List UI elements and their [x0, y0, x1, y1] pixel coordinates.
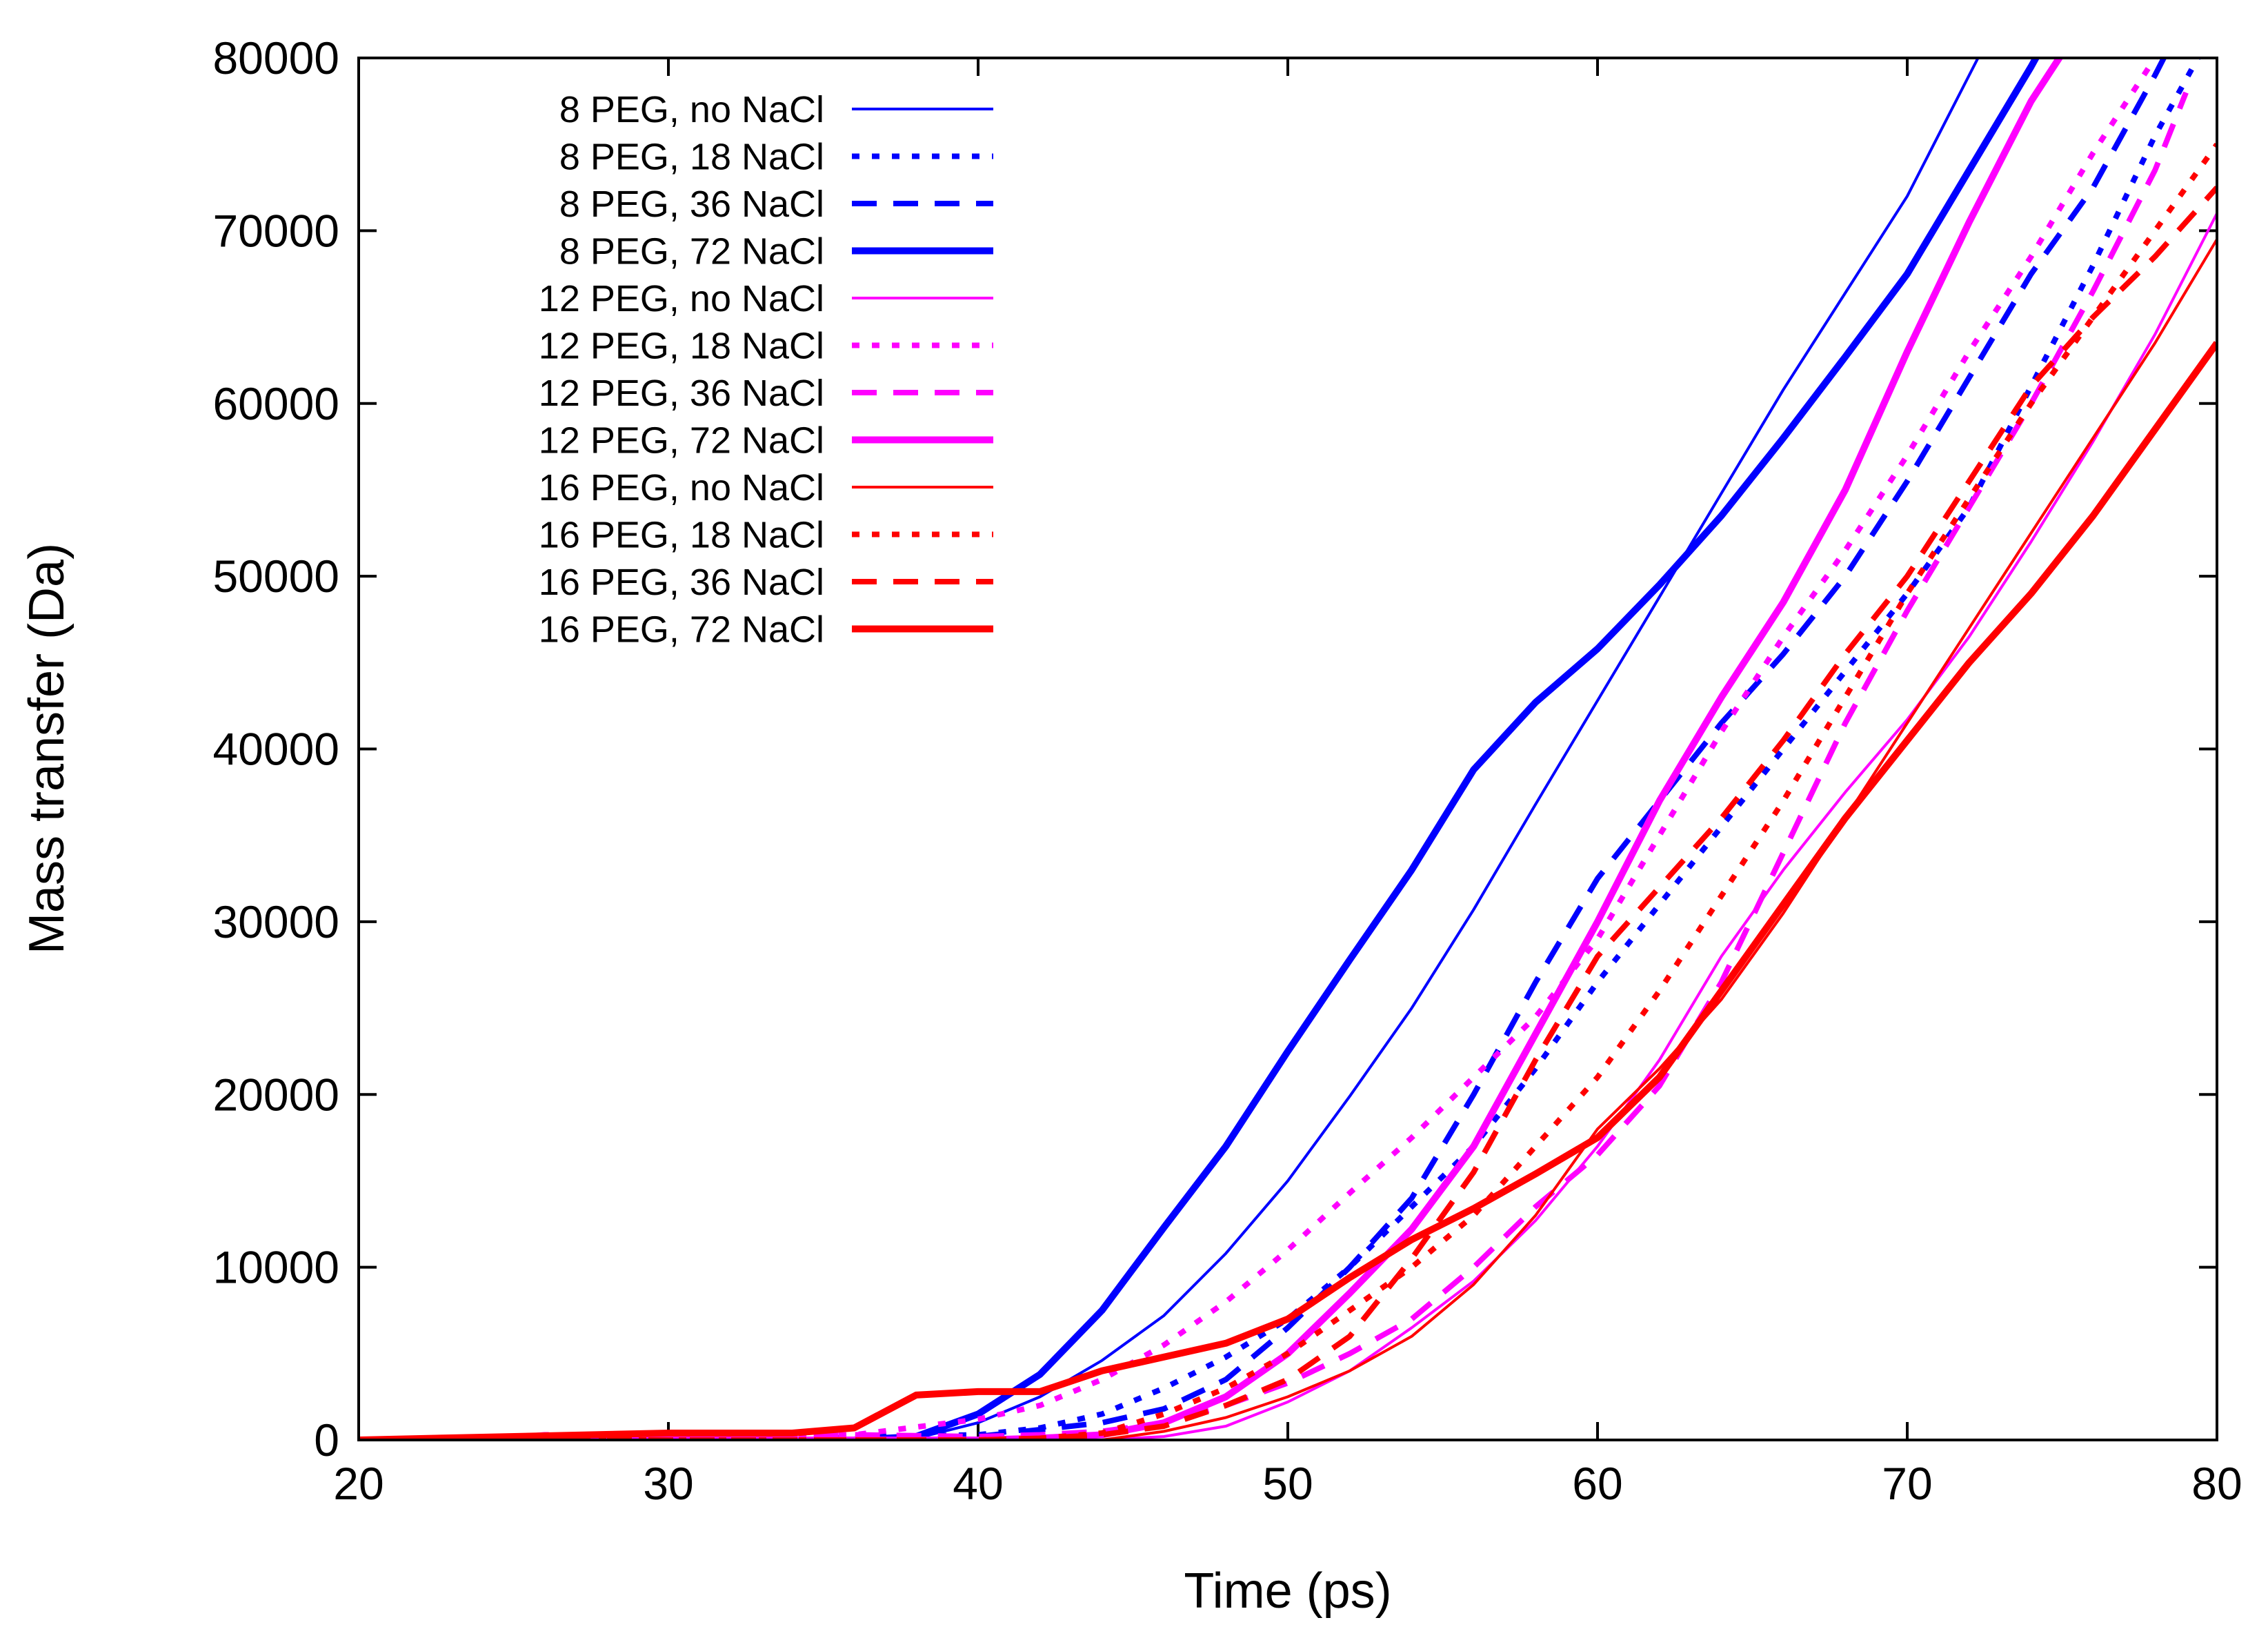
series-line-4 [359, 58, 2040, 1440]
series-line-11 [359, 186, 2217, 1440]
y-tick-label: 40000 [212, 724, 339, 775]
legend-label: 8 PEG, 18 NaCl [559, 137, 824, 178]
legend-label: 16 PEG, 36 NaCl [539, 562, 824, 603]
legend-label: 8 PEG, 36 NaCl [559, 184, 824, 225]
legend-label: 12 PEG, 72 NaCl [539, 420, 824, 462]
y-tick-label: 10000 [212, 1242, 339, 1293]
series-line-12 [359, 341, 2217, 1440]
legend-label: 8 PEG, no NaCl [559, 89, 824, 130]
x-tick-label: 60 [1572, 1458, 1622, 1509]
x-tick-label: 80 [2191, 1458, 2242, 1509]
y-axis-title: Mass transfer (Da) [19, 543, 74, 954]
series-line-6 [359, 58, 2158, 1440]
x-tick-label: 70 [1882, 1458, 1932, 1509]
series-line-9 [359, 238, 2217, 1440]
x-tick-label: 50 [1262, 1458, 1313, 1509]
y-tick-label: 30000 [212, 896, 339, 947]
tick-labels: 20 30 40 50 60 70 80 0 10000 20000 30000 40000 50000… [212, 32, 2242, 1509]
x-tick-label: 20 [333, 1458, 384, 1509]
x-axis-title: Time (ps) [1184, 1563, 1391, 1619]
y-tick-label: 50000 [212, 551, 339, 602]
series-line-2 [359, 58, 2201, 1440]
legend-label: 8 PEG, 72 NaCl [559, 231, 824, 273]
y-tick-label: 20000 [212, 1069, 339, 1120]
y-tick-label: 70000 [212, 205, 339, 256]
plot-area-frame [357, 57, 2218, 1441]
legend: 8 PEG, no NaCl 8 PEG, 18 NaCl 8 PEG, 36 Na… [539, 89, 993, 651]
legend-label: 16 PEG, no NaCl [539, 467, 824, 509]
legend-label: 16 PEG, 18 NaCl [539, 515, 824, 556]
y-tick-label: 60000 [212, 378, 339, 429]
y-tick-label: 80000 [212, 32, 339, 83]
legend-label: 12 PEG, 18 NaCl [539, 326, 824, 367]
legend-label: 12 PEG, 36 NaCl [539, 373, 824, 414]
legend-label: 12 PEG, no NaCl [539, 278, 824, 319]
x-tick-label: 30 [643, 1458, 693, 1509]
series-group [359, 58, 2217, 1440]
series-line-7 [359, 91, 2189, 1440]
series-line-3 [359, 58, 2167, 1440]
legend-label: 16 PEG, 72 NaCl [539, 609, 824, 651]
x-tick-label: 40 [953, 1458, 1003, 1509]
series-line-5 [359, 213, 2217, 1440]
y-tick-label: 0 [314, 1414, 339, 1466]
